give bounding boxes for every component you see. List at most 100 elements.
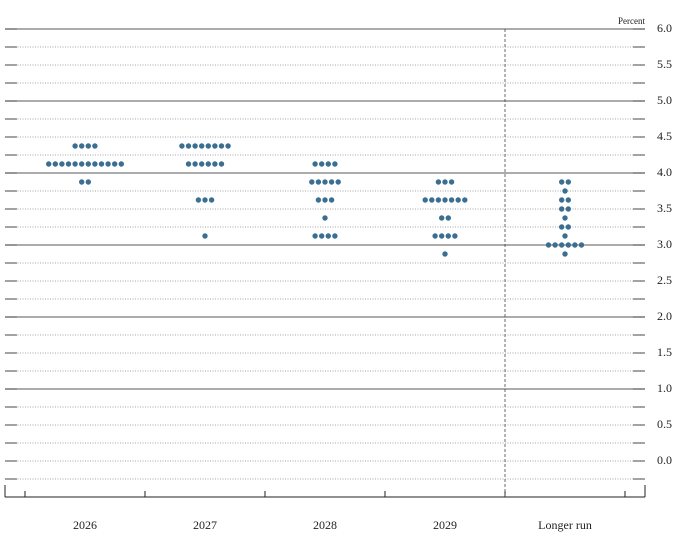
dot: [319, 161, 325, 167]
y-tick-label: 4.5: [657, 129, 672, 143]
y-tick-label: 1.0: [657, 381, 672, 395]
dot: [185, 143, 192, 149]
y-tick-label: 5.5: [657, 57, 672, 71]
dot: [202, 197, 208, 203]
dot: [435, 179, 442, 185]
dot: [562, 215, 568, 221]
dot: [65, 161, 72, 167]
dot: [208, 197, 215, 203]
dot: [448, 197, 455, 203]
y-tick-label: 2.0: [657, 309, 672, 323]
dot: [309, 179, 315, 185]
dot: [105, 161, 111, 167]
dot: [192, 161, 198, 167]
dot: [335, 179, 341, 185]
dot: [79, 143, 85, 149]
dot: [322, 215, 328, 221]
dot: [559, 197, 565, 203]
dot: [202, 233, 208, 239]
x-tick-label: 2026: [73, 518, 97, 532]
dot: [445, 233, 451, 239]
dot: [565, 179, 571, 185]
x-tick-label: 2027: [193, 518, 217, 532]
x-tick-label: 2028: [313, 518, 337, 532]
dot: [212, 161, 218, 167]
dot: [332, 233, 338, 239]
dot: [205, 161, 211, 167]
dot: [442, 179, 448, 185]
dot: [98, 161, 105, 167]
axis-label: Percent: [618, 16, 645, 26]
dot: [565, 242, 571, 248]
dot: [565, 206, 571, 212]
dot: [439, 215, 445, 221]
dot: [429, 197, 435, 203]
dot: [562, 188, 568, 194]
y-tick-label: 0.0: [657, 453, 672, 467]
x-tick-label: Longer run: [538, 518, 592, 532]
dot: [422, 197, 428, 203]
dot: [312, 161, 318, 167]
dot: [185, 161, 192, 167]
dot: [325, 161, 331, 167]
dot: [572, 242, 578, 248]
dot: [205, 143, 211, 149]
dot: [325, 233, 331, 239]
dot: [448, 179, 455, 185]
dot: [315, 197, 322, 203]
y-tick-label: 3.5: [657, 201, 672, 215]
dot: [112, 161, 118, 167]
dot: [319, 233, 325, 239]
dot: [565, 224, 571, 230]
dot: [195, 197, 202, 203]
dot: [442, 251, 448, 257]
y-tick-label: 1.5: [657, 345, 672, 359]
dot: [559, 206, 565, 212]
dot: [565, 197, 571, 203]
y-tick-label: 4.0: [657, 165, 672, 179]
dot: [562, 251, 568, 257]
dot: [52, 161, 58, 167]
dot: [439, 233, 445, 239]
dot: [322, 197, 328, 203]
dot: [85, 143, 92, 149]
y-tick-label: 0.5: [657, 417, 672, 431]
y-tick-label: 5.0: [657, 93, 672, 107]
dot: [462, 197, 468, 203]
dot: [435, 197, 442, 203]
dot: [79, 179, 85, 185]
dot: [92, 161, 98, 167]
dot: [179, 143, 185, 149]
dot: [199, 161, 205, 167]
dot: [315, 179, 322, 185]
dot: [218, 161, 225, 167]
dot: [322, 179, 328, 185]
dot: [445, 215, 451, 221]
dot: [192, 143, 198, 149]
dot: [328, 197, 335, 203]
dot: [199, 143, 205, 149]
dot: [432, 233, 438, 239]
dot: [85, 179, 92, 185]
dot: [452, 233, 458, 239]
dot: [118, 161, 125, 167]
y-tick-label: 2.5: [657, 273, 672, 287]
dot: [562, 233, 568, 239]
dot: [72, 161, 78, 167]
dot: [455, 197, 461, 203]
x-tick-label: 2029: [433, 518, 457, 532]
dot: [225, 143, 231, 149]
dot: [85, 161, 92, 167]
dot: [332, 161, 338, 167]
dot: [46, 161, 52, 167]
dot: [545, 242, 552, 248]
y-tick-label: 3.0: [657, 237, 672, 251]
dot: [559, 224, 565, 230]
dot: [59, 161, 65, 167]
dot: [92, 143, 98, 149]
dot: [559, 179, 565, 185]
dot: [212, 143, 218, 149]
dot: [218, 143, 225, 149]
dot: [312, 233, 318, 239]
